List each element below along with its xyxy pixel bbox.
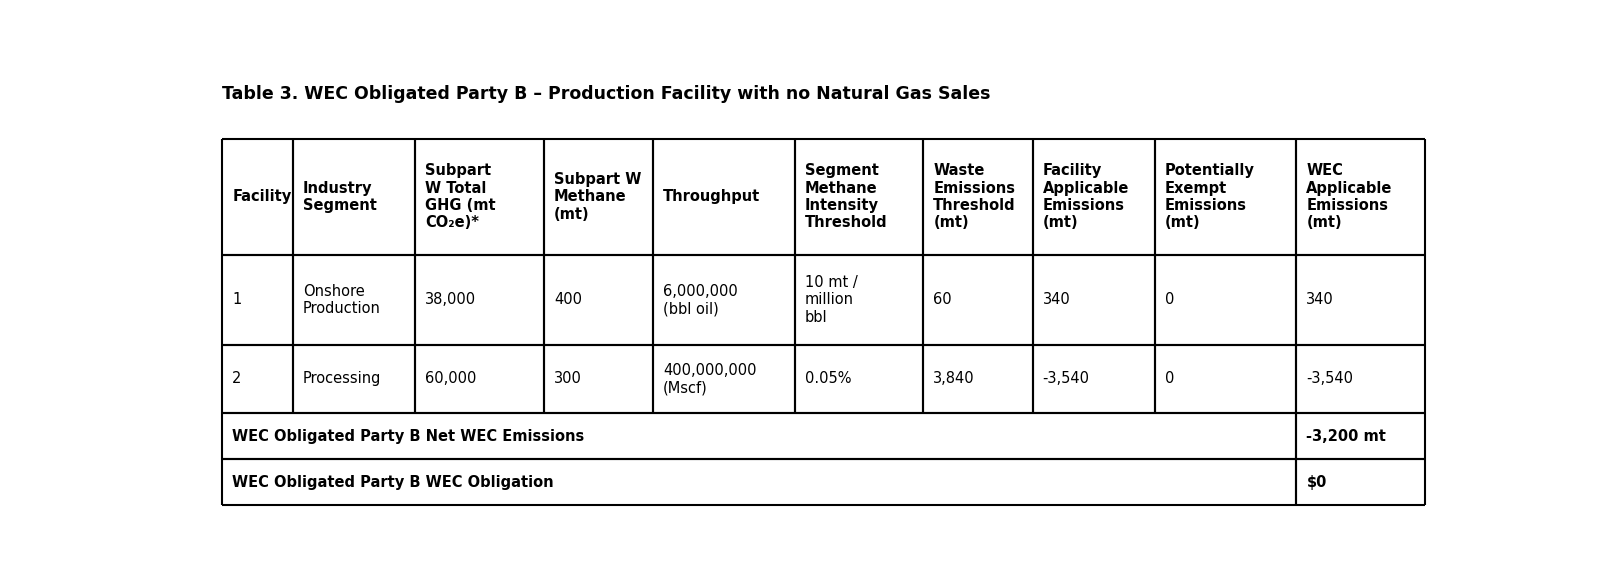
Text: 2: 2 (232, 371, 242, 386)
Text: 340: 340 (1306, 292, 1334, 307)
Text: Table 3. WEC Obligated Party B – Production Facility with no Natural Gas Sales: Table 3. WEC Obligated Party B – Product… (222, 85, 990, 103)
Text: 400: 400 (554, 292, 582, 307)
Text: 300: 300 (554, 371, 582, 386)
Text: Facility: Facility (232, 189, 291, 204)
Text: 0.05%: 0.05% (805, 371, 851, 386)
Text: Segment
Methane
Intensity
Threshold: Segment Methane Intensity Threshold (805, 163, 888, 230)
Text: $0: $0 (1306, 474, 1326, 490)
Text: 38,000: 38,000 (426, 292, 477, 307)
Text: 10 mt /
million
bbl: 10 mt / million bbl (805, 275, 858, 325)
Text: Industry
Segment: Industry Segment (302, 180, 378, 213)
Text: Onshore
Production: Onshore Production (302, 284, 381, 316)
Text: 60,000: 60,000 (426, 371, 477, 386)
Text: Throughput: Throughput (662, 189, 760, 204)
Text: 60: 60 (933, 292, 952, 307)
Text: 1: 1 (232, 292, 242, 307)
Text: 400,000,000
(Mscf): 400,000,000 (Mscf) (662, 362, 757, 395)
Text: Potentially
Exempt
Emissions
(mt): Potentially Exempt Emissions (mt) (1165, 163, 1254, 230)
Text: Waste
Emissions
Threshold
(mt): Waste Emissions Threshold (mt) (933, 163, 1016, 230)
Text: 0: 0 (1165, 292, 1174, 307)
Text: 6,000,000
(bbl oil): 6,000,000 (bbl oil) (662, 284, 738, 316)
Text: WEC
Applicable
Emissions
(mt): WEC Applicable Emissions (mt) (1306, 163, 1392, 230)
Text: Processing: Processing (302, 371, 381, 386)
Text: WEC Obligated Party B WEC Obligation: WEC Obligated Party B WEC Obligation (232, 474, 554, 490)
Text: -3,540: -3,540 (1043, 371, 1090, 386)
Text: Facility
Applicable
Emissions
(mt): Facility Applicable Emissions (mt) (1043, 163, 1130, 230)
Text: WEC Obligated Party B Net WEC Emissions: WEC Obligated Party B Net WEC Emissions (232, 429, 584, 444)
Text: 3,840: 3,840 (933, 371, 974, 386)
Text: -3,540: -3,540 (1306, 371, 1354, 386)
Text: -3,200 mt: -3,200 mt (1306, 429, 1386, 444)
Text: 340: 340 (1043, 292, 1070, 307)
Text: Subpart W
Methane
(mt): Subpart W Methane (mt) (554, 172, 642, 222)
Text: 0: 0 (1165, 371, 1174, 386)
Text: Subpart
W Total
GHG (mt
CO₂e)*: Subpart W Total GHG (mt CO₂e)* (426, 163, 496, 230)
